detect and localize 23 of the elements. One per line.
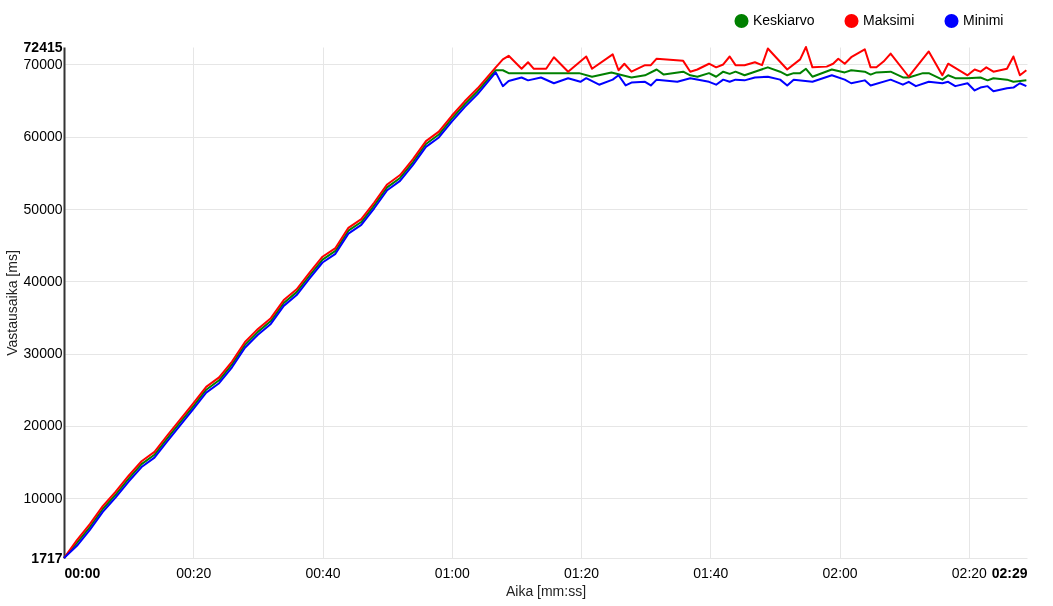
x-tick-label: 02:00	[822, 564, 858, 581]
y-tick-label: 20000	[23, 417, 63, 434]
x-tick-label: 00:00	[64, 564, 101, 581]
y-tick-label: 50000	[23, 200, 63, 217]
legend-label: Minimi	[963, 11, 1004, 28]
y-tick-label: 60000	[23, 128, 63, 145]
x-axis-title: Aika [mm:ss]	[505, 582, 587, 599]
x-tick-label: 02:20	[951, 564, 988, 581]
y-tick-label: 70000	[23, 55, 63, 72]
x-tick-label: 02:29	[991, 564, 1028, 581]
y-tick-label: 30000	[23, 345, 63, 362]
x-tick-label: 01:40	[693, 564, 729, 581]
y-tick-label: 10000	[23, 489, 63, 506]
x-tick-label: 00:40	[305, 564, 341, 581]
y-axis-title: Vastausaika [ms]	[3, 250, 20, 356]
legend-label: Keskiarvo	[753, 11, 815, 28]
x-tick-label: 00:20	[176, 564, 212, 581]
x-tick-label: 01:00	[434, 564, 471, 581]
y-tick-label: 1717	[31, 549, 63, 566]
y-tick-label: 40000	[23, 272, 63, 289]
legend-label: Maksimi	[863, 11, 915, 28]
y-tick-label: 72415	[23, 38, 63, 55]
x-tick-label: 01:20	[564, 564, 600, 581]
